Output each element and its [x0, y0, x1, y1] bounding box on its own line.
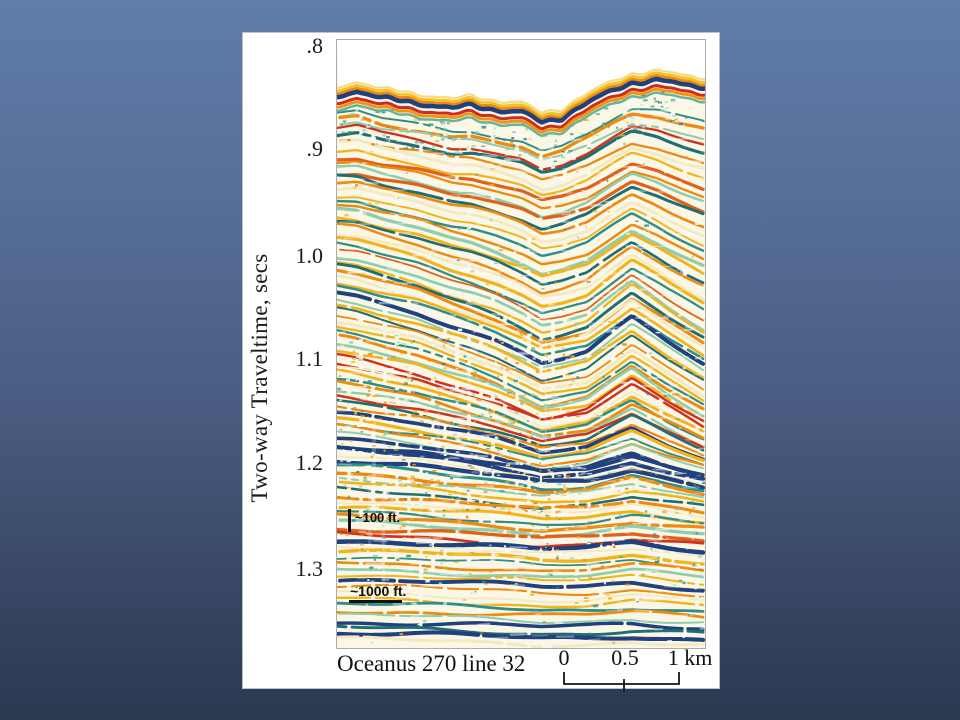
seismic-plot: ~100 ft. ~1000 ft.	[336, 39, 706, 649]
y-tick-label: 1.2	[295, 450, 324, 475]
seismic-section-image	[337, 40, 705, 648]
y-tick-label: .9	[306, 136, 324, 161]
scalebar-label-half: 0.5	[611, 645, 639, 670]
vertical-scale-label: ~100 ft.	[355, 510, 401, 525]
figure-panel: Two-way Traveltime, secs .8.9 1.0 1.1 1.2 1.…	[242, 32, 720, 692]
horizontal-scale-bar	[349, 600, 402, 603]
scalebar-label-zero: 0	[558, 645, 570, 670]
horizontal-scale-label: ~1000 ft.	[350, 583, 407, 599]
y-tick-label: 1.1	[295, 346, 324, 371]
y-axis-tick-labels: .8 .9 1.0 1.1 1.2 1.3	[243, 33, 329, 690]
scalebar-bracket	[563, 672, 680, 692]
vertical-scale-bar	[348, 509, 351, 532]
y-tick-label: 1.3	[295, 556, 324, 581]
figure-caption: Oceanus 270 line 32	[337, 651, 526, 676]
y-tick-label: 1.0	[295, 243, 324, 268]
y-tick-label: .8	[306, 33, 324, 58]
scalebar-label-one-km: 1 km	[667, 645, 713, 670]
